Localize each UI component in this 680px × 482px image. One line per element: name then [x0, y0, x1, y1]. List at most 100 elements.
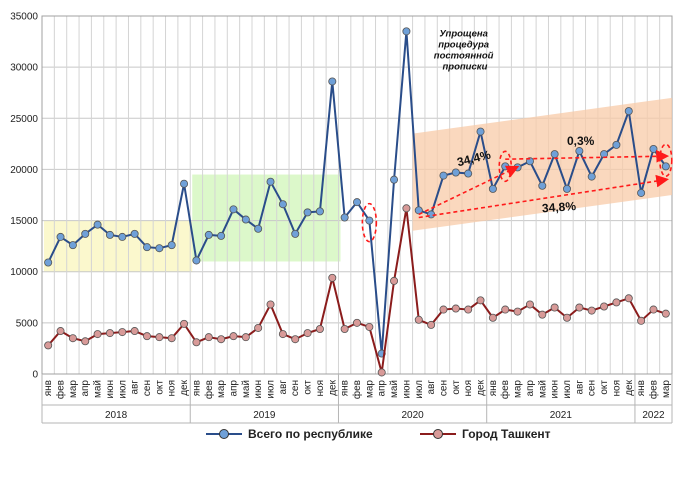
data-point [390, 175, 399, 184]
data-point [402, 204, 411, 213]
data-point [390, 276, 399, 285]
legend-label-republic: Всего по республике [248, 427, 373, 441]
x-tick-label: июн [550, 380, 561, 399]
data-point [167, 334, 176, 343]
data-point [266, 300, 275, 309]
x-tick-label: мар [364, 380, 375, 398]
annotation-growth-34-8: 34,8% [542, 199, 577, 215]
data-point [217, 335, 226, 344]
data-point [612, 140, 621, 149]
data-point [340, 213, 349, 222]
x-tick-label: янв [191, 380, 202, 396]
x-tick-label: апр [80, 380, 91, 397]
data-point [439, 171, 448, 180]
data-point [180, 319, 189, 328]
x-tick-label: июл [562, 380, 573, 399]
data-point [155, 333, 164, 342]
data-point [550, 303, 559, 312]
data-point [68, 241, 77, 250]
data-point [204, 230, 213, 239]
x-tick-label: май [389, 380, 400, 398]
data-point [130, 229, 139, 238]
x-tick-label: апр [525, 380, 536, 397]
data-point [352, 198, 361, 207]
y-tick-label: 0 [32, 370, 38, 381]
data-point [303, 329, 312, 338]
data-point [68, 334, 77, 343]
x-tick-label: янв [43, 380, 54, 396]
year-label: 2022 [642, 410, 665, 421]
annotation-procedure-line: прописки [442, 61, 487, 72]
x-tick-label: мар [661, 380, 672, 398]
x-tick-label: янв [636, 380, 647, 396]
annotation-growth-0-3: 0,3% [567, 134, 595, 148]
data-point [637, 316, 646, 325]
x-tick-label: сен [438, 380, 449, 396]
annotation-procedure-line: процедура [438, 39, 489, 50]
data-point [538, 181, 547, 190]
x-tick-label: июн [401, 380, 412, 399]
legend-item-tashkent: Город Ташкент [420, 424, 551, 444]
data-point [402, 27, 411, 36]
data-point [525, 300, 534, 309]
data-point [266, 177, 275, 186]
x-tick-label: окт [599, 380, 610, 395]
data-point [624, 294, 633, 303]
year-label: 2021 [550, 410, 573, 421]
annotation-layer: Упрощена процедура постоянной прописки 3… [361, 28, 673, 243]
data-point [81, 337, 90, 346]
data-point [105, 329, 114, 338]
data-point [105, 230, 114, 239]
x-tick-label: сен [587, 380, 598, 396]
legend-item-republic: Всего по республике [206, 424, 373, 444]
data-point [303, 208, 312, 217]
data-point [328, 273, 337, 282]
data-point [365, 322, 374, 331]
data-point [180, 179, 189, 188]
data-point [550, 150, 559, 159]
annotation-procedure-line: постоянной [434, 50, 494, 61]
data-point [217, 231, 226, 240]
x-tick-label: янв [340, 380, 351, 396]
data-point [427, 320, 436, 329]
x-tick-label: янв [488, 380, 499, 396]
x-tick-label: мар [216, 380, 227, 398]
data-point [600, 302, 609, 311]
data-point [377, 368, 386, 377]
data-point [624, 107, 633, 116]
series-layer [44, 27, 670, 377]
data-point [340, 324, 349, 333]
data-point [488, 184, 497, 193]
data-point [192, 256, 201, 265]
trend-arrow [505, 149, 670, 163]
x-tick-label: май [93, 380, 104, 398]
data-point [315, 207, 324, 216]
x-tick-label: сен [142, 380, 153, 396]
x-tick-label: окт [303, 380, 314, 395]
data-point [118, 328, 127, 337]
data-point [451, 304, 460, 313]
data-point [44, 341, 53, 350]
data-point [291, 335, 300, 344]
data-point [439, 305, 448, 314]
data-point [155, 244, 164, 253]
x-tick-label: мар [513, 380, 524, 398]
data-point [513, 307, 522, 316]
y-tick-label: 10000 [10, 267, 38, 278]
data-point [563, 313, 572, 322]
x-tick-label: дек [476, 379, 487, 395]
data-point [254, 323, 263, 332]
data-point [142, 243, 151, 252]
data-point [661, 309, 670, 318]
data-point [315, 324, 324, 333]
data-point [118, 232, 127, 241]
shaded-regions [44, 174, 341, 272]
x-tick-label: дек [327, 379, 338, 395]
data-point [142, 332, 151, 341]
y-tick-label: 30000 [10, 63, 38, 74]
x-tick-label: ноя [167, 380, 178, 397]
data-point [587, 172, 596, 181]
y-tick-label: 25000 [10, 114, 38, 125]
data-point [637, 188, 646, 197]
